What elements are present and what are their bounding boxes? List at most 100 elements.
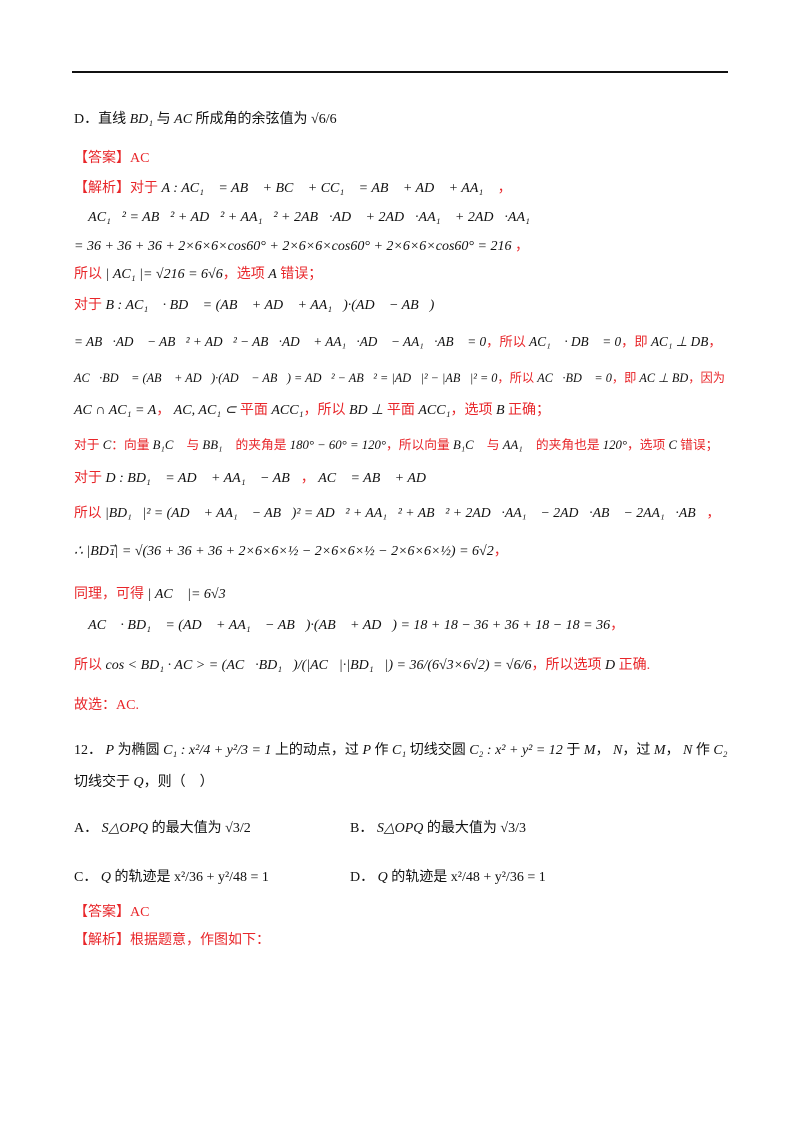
text-segment: 切线交于	[74, 775, 134, 790]
text-segment: ：向量	[111, 438, 153, 452]
text-segment: 【解析】对于	[74, 181, 162, 196]
text-segment: 为椭圆	[114, 743, 164, 758]
math-expression: B₁C⃗	[152, 438, 184, 452]
text-segment: ，	[300, 471, 319, 486]
math-expression: N	[683, 743, 693, 758]
text-segment: ，选项	[627, 438, 669, 452]
text-segment: 的最大值为 √3/2	[148, 821, 251, 836]
math-expression: BB₁⃗	[202, 438, 233, 452]
math-expression: AC ∩ AC₁ = A	[74, 403, 157, 418]
text-segment: 与	[183, 438, 203, 452]
answer-line: 【答案】AC	[74, 903, 149, 923]
math-expression: A : AC₁⃗ = AB⃗ + BC⃗ + CC₁⃗ = AB⃗ + AD⃗ …	[161, 181, 495, 196]
document-line: ∴ |BD₁⃗| = √(36 + 36 + 36 + 2×6×6×½ − 2×…	[74, 542, 508, 562]
text-segment: 切线交圆	[406, 743, 470, 758]
math-expression: AC ⊥ BD	[639, 371, 689, 385]
document-line: 所以 cos < BD₁ · AC > = (AC⃗·BD₁⃗)/(|AC⃗|·…	[74, 656, 650, 676]
text-segment: A．	[74, 821, 102, 836]
math-expression: AC₁⃗ · DB⃗ = 0	[529, 334, 622, 349]
math-expression: C	[102, 438, 112, 452]
math-expression: N	[612, 743, 623, 758]
document-line: ∴ AC₁⃗² = AB⃗² + AD⃗² + AA₁⃗² + 2AB⃗·AD⃗…	[74, 208, 541, 228]
math-expression: ∴ |BD₁⃗| = √(36 + 36 + 36 + 2×6×6×½ − 2×…	[74, 544, 494, 559]
math-expression: AC, AC₁ ⊂	[173, 403, 237, 418]
text-segment: ，选项	[450, 403, 496, 418]
text-segment: 对于	[74, 298, 106, 313]
text-segment: ，所以向量	[386, 438, 453, 452]
text-segment: 平面	[236, 403, 272, 418]
text-segment: 的最大值为 √3/3	[423, 821, 526, 836]
document-line: 对于 B : AC₁⃗ · BD⃗ = (AB⃗ + AD⃗ + AA₁⃗)·(…	[74, 296, 434, 316]
text-segment: 错误；	[676, 438, 719, 452]
header-rule	[72, 71, 728, 73]
document-line: AC ∩ AC₁ = A， AC, AC₁ ⊂ 平面 ACC₁，所以 BD ⊥ …	[74, 401, 550, 421]
text-segment: 同理，可得	[74, 587, 148, 602]
text-segment: ，则（ ）	[143, 775, 214, 790]
math-expression: ∵ AC⃗ · BD₁⃗ = (AD⃗ + AA₁⃗ − AB⃗)·(AB⃗ +…	[74, 618, 611, 633]
text-segment: 于	[562, 743, 584, 758]
text-segment: ，	[156, 403, 174, 418]
math-expression: AC	[174, 112, 193, 127]
math-expression: Q	[133, 775, 144, 790]
document-line: 【解析】对于 A : AC₁⃗ = AB⃗ + BC⃗ + CC₁⃗ = AB⃗…	[74, 179, 512, 199]
text-segment: ，	[610, 618, 625, 633]
answer-option-a: A． S△OPQ 的最大值为 √3/2	[74, 817, 251, 837]
text-segment: B．	[350, 821, 377, 836]
text-segment: ，即	[611, 371, 640, 385]
math-expression: |BD₁⃗|² = (AD⃗ + AA₁⃗ − AB⃗)² = AD⃗² + A…	[104, 505, 707, 520]
math-expression: ACC₁	[418, 403, 451, 418]
document-line: 对于 C：向量 B₁C⃗ 与 BB₁⃗ 的夹角是 180° − 60° = 12…	[74, 435, 718, 455]
math-expression: | AC₁ |= √216 = 6√6	[105, 267, 223, 282]
math-expression: AC⃗ = AB⃗ + AD⃗	[318, 471, 437, 486]
text-segment: 对于	[74, 438, 103, 452]
text-segment: ，选项	[222, 267, 269, 282]
document-line: 同理，可得 | AC⃗ |= 6√3	[74, 585, 226, 605]
math-expression: D : BD₁⃗ = AD⃗ + AA₁⃗ − AB⃗	[105, 471, 301, 486]
math-expression: = 36 + 36 + 36 + 2×6×6×cos60° + 2×6×6×co…	[74, 239, 512, 254]
text-segment: ，	[706, 505, 721, 520]
math-expression: C₁	[392, 743, 407, 758]
math-expression: C₂	[713, 743, 728, 758]
math-expression: C₁ : x²/4 + y²/3 = 1	[163, 743, 272, 758]
text-segment: 与	[483, 438, 503, 452]
text-segment: ，所以	[497, 371, 538, 385]
math-expression: C	[668, 438, 677, 452]
text-segment: 正确；	[504, 403, 551, 418]
text-segment: 所以	[74, 658, 106, 673]
text-segment: 与	[153, 112, 175, 127]
text-segment: 所成角的余弦值为 √6/6	[192, 112, 337, 127]
math-expression: BD₁	[129, 112, 154, 127]
math-expression: M	[653, 743, 666, 758]
text-segment: ，所以	[486, 334, 530, 349]
text-segment: 作	[692, 743, 714, 758]
text-segment: ，	[708, 334, 722, 349]
text-segment: ，因为	[688, 371, 725, 385]
text-segment: ，	[494, 181, 512, 196]
text-segment: ，过	[622, 743, 654, 758]
math-expression: D	[605, 658, 616, 673]
document-line: 12． P 为椭圆 C₁ : x²/4 + y²/3 = 1 上的动点，过 P …	[74, 741, 728, 761]
document-line: = AB⃗·AD⃗ − AB⃗² + AD⃗² − AB⃗·AD⃗ + AA₁⃗…	[74, 332, 722, 352]
document-line: = 36 + 36 + 36 + 2×6×6×cos60° + 2×6×6×co…	[74, 237, 529, 257]
text-segment: 12．	[74, 743, 106, 758]
document-line: 【答案】AC	[74, 149, 149, 169]
document-line: D．直线 BD₁ 与 AC 所成角的余弦值为 √6/6	[74, 110, 337, 130]
text-segment: 所以	[74, 267, 106, 282]
text-segment: 【答案】AC	[74, 151, 150, 166]
text-segment: C．	[74, 870, 101, 885]
math-expression: AC⃗·BD⃗ = 0	[537, 371, 612, 385]
math-expression: B₁C⃗	[452, 438, 484, 452]
math-expression: Q	[100, 870, 111, 885]
text-segment: D．	[350, 870, 378, 885]
document-line: AC⃗·BD⃗ = (AB⃗ + AD⃗)·(AD⃗ − AB⃗) = AD⃗²…	[74, 368, 725, 388]
math-expression: ACC₁	[271, 403, 304, 418]
text-segment: 的轨迹是 x²/36 + y²/48 = 1	[110, 870, 269, 885]
text-segment: ，所以选项	[531, 658, 605, 673]
math-expression: A	[268, 267, 277, 282]
math-expression: = AB⃗·AD⃗ − AB⃗² + AD⃗² − AB⃗·AD⃗ + AA₁⃗…	[74, 334, 487, 349]
answer-option-d: D． Q 的轨迹是 x²/48 + y²/36 = 1	[350, 866, 546, 886]
math-expression: 120°	[602, 438, 628, 452]
answer-option-b: B． S△OPQ 的最大值为 √3/3	[350, 817, 526, 837]
text-segment: 上的动点，过	[271, 743, 363, 758]
text-segment: ，所以	[303, 403, 349, 418]
